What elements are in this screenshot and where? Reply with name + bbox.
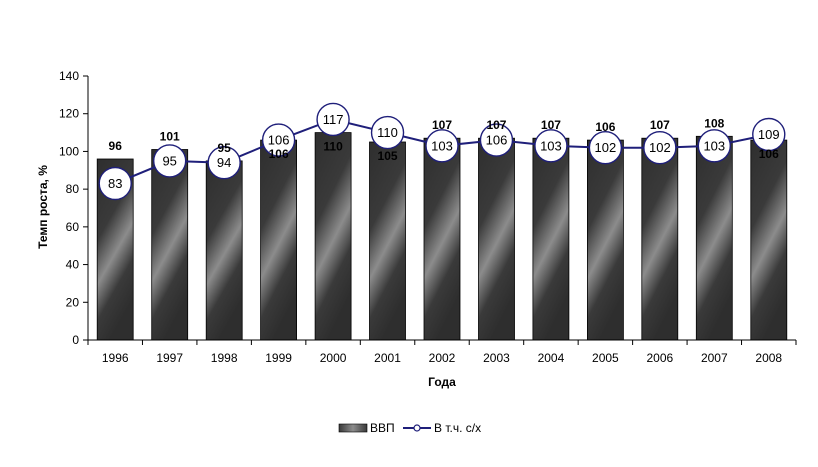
- legend-swatch-gdp: [338, 423, 368, 433]
- data-label-gdp: 107: [432, 118, 452, 132]
- data-label-gdp: 101: [160, 130, 180, 144]
- data-label-agriculture: 103: [703, 138, 725, 153]
- y-axis-label: Темп роста, %: [36, 165, 50, 249]
- data-label-agriculture: 110: [377, 125, 398, 140]
- bar-gdp-2001: [369, 141, 406, 341]
- y-tick-label: 80: [66, 182, 80, 196]
- data-label-agriculture: 106: [268, 133, 290, 148]
- y-tick-label: 20: [66, 295, 80, 309]
- marker-agriculture-2007: [697, 129, 732, 163]
- x-tick-label: 2003: [483, 351, 510, 365]
- bar-gdp-1997: [151, 149, 189, 341]
- data-label-gdp: 96: [109, 139, 123, 153]
- marker-agriculture-2001: [370, 115, 405, 150]
- marker-agriculture-1996: [98, 166, 132, 201]
- marker-agriculture-1997: [152, 144, 187, 178]
- data-label-gdp: 110: [323, 140, 343, 154]
- data-label-agriculture: 94: [217, 155, 231, 170]
- data-label-agriculture: 109: [758, 127, 780, 142]
- x-tick-label: 2007: [701, 351, 728, 365]
- x-tick-label: 2005: [592, 351, 619, 365]
- bar-gdp-2007: [695, 135, 733, 341]
- data-label-gdp: 107: [486, 118, 506, 132]
- y-tick-label: 120: [59, 107, 79, 121]
- marker-agriculture-2004: [534, 129, 568, 163]
- y-tick-label: 60: [66, 220, 80, 234]
- legend-swatch-agriculture-marker: [413, 424, 421, 432]
- x-tick-label: 2002: [429, 351, 456, 365]
- x-tick-label: 1999: [265, 351, 292, 365]
- x-tick-label: 2001: [374, 351, 401, 365]
- y-tick-label: 40: [66, 258, 80, 272]
- bar-gdp-1999: [260, 139, 298, 341]
- legend: ВВП В т.ч. с/х: [338, 421, 481, 435]
- data-label-gdp: 95: [217, 141, 231, 155]
- marker-agriculture-2006: [643, 130, 677, 165]
- axes: 0 20 40 60 80 100 120 140 1996 1997 1998 1999 2000 20…: [59, 69, 797, 365]
- data-label-agriculture: 103: [540, 138, 562, 153]
- bar-series-gdp: [96, 132, 788, 341]
- marker-agriculture-1998: [207, 145, 241, 180]
- data-label-agriculture: 83: [108, 176, 122, 191]
- data-label-gdp: 105: [378, 149, 398, 163]
- bar-gdp-2008: [750, 139, 788, 341]
- bar-gdp-2006: [641, 137, 679, 341]
- y-tick-label: 140: [59, 69, 79, 83]
- bar-gdp-2004: [532, 137, 570, 341]
- bar-gdp-1998: [205, 160, 243, 341]
- legend-label-gdp: ВВП: [370, 421, 395, 435]
- marker-agriculture-2002: [425, 129, 459, 163]
- x-tick-label: 2008: [755, 351, 782, 365]
- x-tick-label: 1996: [102, 351, 129, 365]
- x-tick-label: 1998: [211, 351, 238, 365]
- data-label-gdp: 106: [759, 147, 779, 161]
- bar-gdp-2000: [314, 132, 352, 341]
- data-label-gdp: 108: [704, 116, 724, 130]
- x-tick-label: 1997: [156, 351, 183, 365]
- x-axis-label: Года: [428, 375, 456, 389]
- marker-agriculture-2005: [588, 130, 623, 165]
- bar-gdp-2005: [587, 139, 624, 341]
- data-label-gdp: 106: [595, 120, 615, 134]
- data-label-gdp: 106: [269, 147, 289, 161]
- marker-agriculture-2000: [316, 102, 350, 137]
- x-tick-label: 2004: [538, 351, 565, 365]
- data-label-agriculture: 117: [323, 112, 344, 127]
- bar-gdp-2003: [478, 137, 515, 341]
- data-label-agriculture: 103: [431, 138, 453, 153]
- legend-label-agriculture: В т.ч. с/х: [434, 421, 481, 435]
- data-label-agriculture: 95: [162, 153, 176, 168]
- x-tick-label: 2006: [646, 351, 673, 365]
- marker-agriculture-2003: [479, 123, 514, 157]
- data-label-gdp: 107: [650, 118, 670, 132]
- marker-agriculture-2008: [752, 117, 786, 152]
- y-tick-label: 100: [59, 144, 79, 158]
- bar-gdp-2002: [423, 137, 461, 341]
- data-label-agriculture: 102: [649, 140, 671, 155]
- data-label-agriculture: 102: [595, 140, 617, 155]
- marker-agriculture-1999: [261, 123, 296, 157]
- x-tick-label: 2000: [320, 351, 347, 365]
- data-label-agriculture: 106: [486, 133, 508, 148]
- data-label-gdp: 107: [541, 118, 561, 132]
- y-tick-label: 0: [72, 333, 79, 347]
